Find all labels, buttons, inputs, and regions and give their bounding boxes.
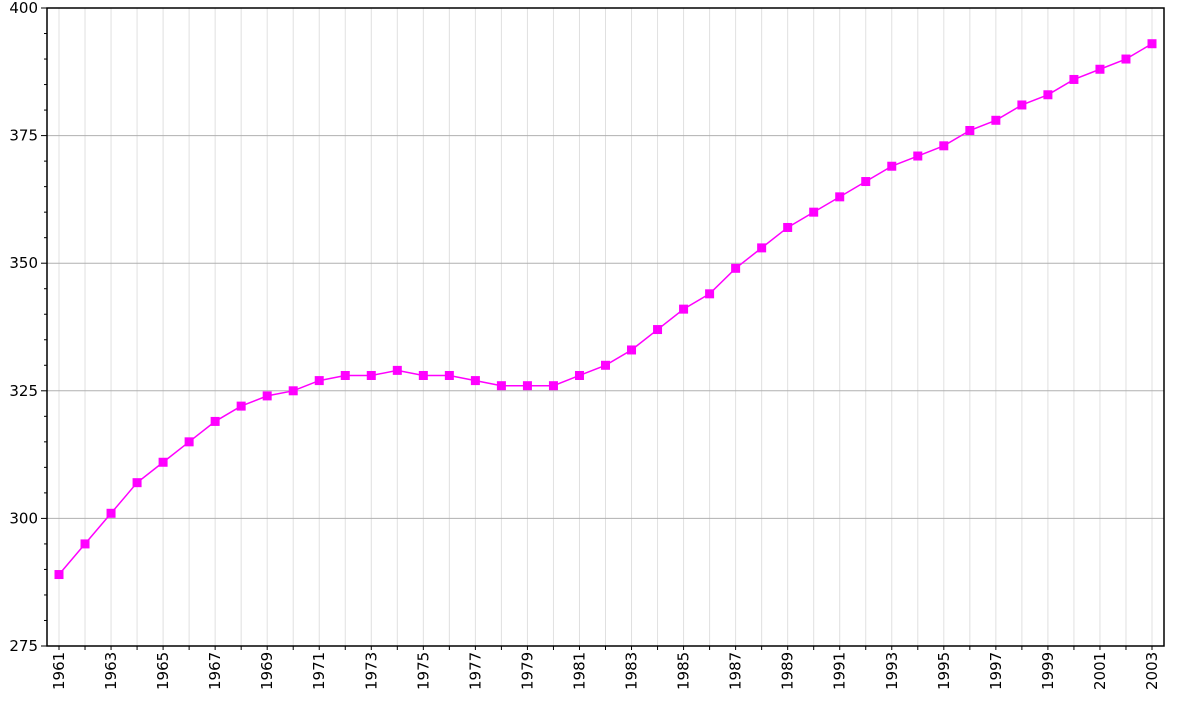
data-point [340,370,350,380]
data-point [1017,100,1027,110]
data-point [470,376,480,386]
x-tick-label: 2001 [1091,652,1109,690]
data-point [158,457,168,467]
data-point [574,370,584,380]
data-point [522,381,532,391]
data-point [861,177,871,187]
x-tick-label: 1989 [779,652,797,690]
data-point [887,161,897,171]
data-point [106,508,116,518]
data-point [679,304,689,314]
data-point [1121,54,1131,64]
data-point [366,370,376,380]
y-tick-label: 400 [9,0,38,17]
data-point [835,192,845,202]
x-tick-label: 1997 [987,652,1005,690]
data-point [54,570,64,580]
x-tick-label: 1979 [518,652,536,690]
data-point [991,115,1001,125]
data-point [80,539,90,549]
data-point [418,370,428,380]
data-point [627,345,637,355]
data-point [184,437,194,447]
x-tick-label: 1985 [675,652,693,690]
y-tick-label: 300 [9,509,38,527]
data-point [1043,90,1053,100]
y-tick-label: 275 [9,637,38,655]
x-tick-label: 1975 [414,652,432,690]
x-tick-label: 1969 [258,652,276,690]
x-tick-label: 1961 [50,652,68,690]
data-point [939,141,949,151]
data-point [653,325,663,335]
data-point [210,416,220,426]
data-point [288,386,298,396]
data-point [496,381,506,391]
axes [41,7,1165,650]
x-tick-label: 2003 [1143,652,1161,690]
data-point [757,243,767,253]
x-tick-label: 1967 [206,652,224,690]
data-point [392,365,402,375]
x-tick-label: 1993 [883,652,901,690]
data-point [731,263,741,273]
data-point [601,360,610,370]
x-tick-label: 1981 [570,652,588,690]
x-tick-label: 1971 [310,652,328,690]
data-point [1095,64,1105,74]
x-tick-label: 1963 [102,652,120,690]
data-point [809,207,819,217]
x-tick-label: 1977 [466,652,484,690]
y-tick-label: 375 [9,127,38,145]
x-tick-label: 1973 [362,652,380,690]
data-point [783,222,793,232]
data-point [236,401,246,411]
x-tick-label: 1999 [1039,652,1057,690]
data-point [132,478,142,488]
x-tick-label: 1987 [727,652,745,690]
y-tick-label: 325 [9,382,38,400]
data-point [965,125,975,135]
x-tick-label: 1965 [154,652,172,690]
data-point [444,370,454,380]
x-tick-label: 1983 [623,652,641,690]
data-point [548,381,558,391]
data-point [913,151,923,161]
y-tick-label: 350 [9,254,38,272]
x-tick-label: 1995 [935,652,953,690]
data-point [1147,39,1157,49]
x-tick-label: 1991 [831,652,849,690]
data-point [314,376,324,386]
data-point [1069,74,1079,84]
series-layer [54,39,1157,580]
data-point [705,289,715,299]
data-point [262,391,272,401]
grid-lines [47,7,1164,647]
tick-labels: 275 300 325 350 375 400 1961 1963 1965 1967 1969 19… [9,0,1161,690]
